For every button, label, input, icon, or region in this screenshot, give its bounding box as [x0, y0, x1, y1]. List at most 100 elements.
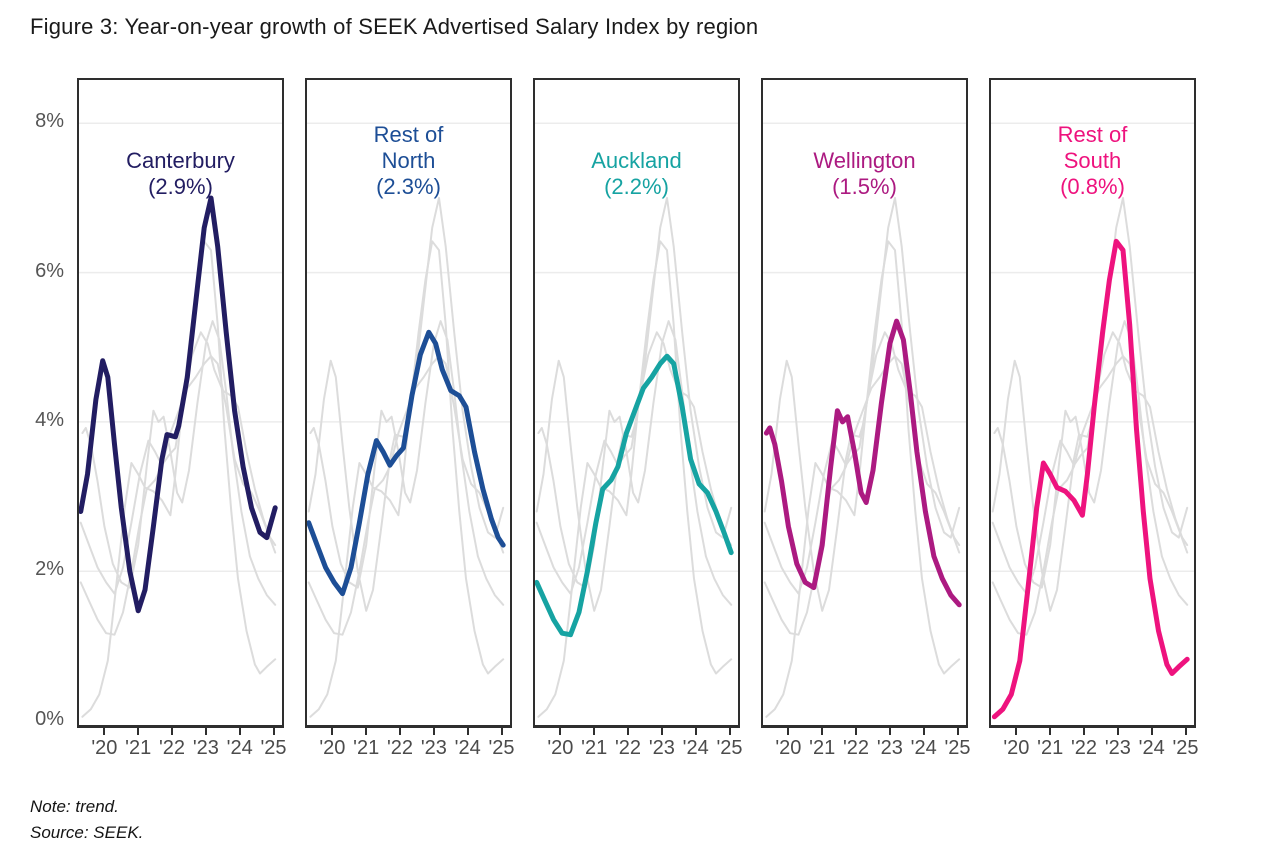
x-axis-label: '23 — [648, 737, 675, 759]
panel-auckland: Auckland (2.2%) — [533, 78, 740, 728]
x-axis-rest-of-south: '20 '21 '22 '23 '24 '25 — [989, 728, 1199, 770]
x-axis-label: '25 — [944, 737, 971, 759]
series-line-auckland — [535, 353, 734, 638]
tick-mark — [1150, 728, 1153, 735]
series-line-wellington — [763, 318, 962, 608]
x-axis-label: '22 — [386, 737, 414, 759]
x-axis-label: '24 — [226, 737, 253, 759]
y-axis-label: 2% — [35, 558, 64, 581]
x-axis-label: '23 — [192, 737, 219, 759]
x-axis-label: '21 — [1037, 737, 1064, 759]
panel-wellington: Wellington (1.5%) — [761, 78, 968, 728]
x-axis-label: '22 — [614, 737, 642, 759]
tick-mark — [888, 728, 891, 735]
x-axis-label: '25 — [1172, 737, 1199, 759]
y-axis-label: 0% — [35, 707, 64, 730]
tick-mark — [855, 728, 858, 735]
background-series-line-auckland — [79, 355, 277, 636]
tick-mark — [500, 728, 503, 735]
chart-panels: Canterbury (2.9%) '20'21'22'23'24'25 Rest o… — [77, 78, 1199, 759]
x-axis-auckland: '20 '21 '22 '23 '24 '25 — [533, 728, 743, 770]
x-axis-label: '24 — [1138, 737, 1165, 759]
y-axis-label: 4% — [35, 408, 64, 431]
x-axis-label: '24 — [910, 737, 937, 759]
x-axis-canterbury: '20 '21 '22 '23 '24 '25 — [77, 728, 287, 770]
panel-rest-of-south: Rest of South (0.8%) — [989, 78, 1196, 728]
panel-plot-canterbury — [79, 122, 282, 718]
tick-mark — [956, 728, 959, 735]
y-axis-label: 6% — [35, 259, 64, 282]
x-axis-label: '22 — [1070, 737, 1098, 759]
x-axis-label: '21 — [353, 737, 380, 759]
tick-mark — [694, 728, 697, 735]
x-axis-rest-of-north: '20 '21 '22 '23 '24 '25 — [305, 728, 515, 770]
panel-plot-wellington — [763, 122, 966, 718]
note-text: Note: trend. — [30, 797, 119, 816]
y-axis-label: 8% — [35, 110, 64, 133]
tick-mark — [399, 728, 402, 735]
x-axis-label: '20 — [91, 737, 118, 759]
background-series-line-wellington — [309, 320, 505, 606]
tick-mark — [559, 728, 562, 735]
panel-rest-of-north: Rest of North (2.3%) — [305, 78, 512, 728]
tick-mark — [103, 728, 106, 735]
panel-wrap-rest-of-north: Rest of North (2.3%) '20 '21 '22 '23 '24 '25 — [305, 78, 515, 759]
tick-mark — [137, 728, 140, 735]
tick-mark — [627, 728, 630, 735]
x-axis-label: '24 — [454, 737, 481, 759]
panel-plot-auckland — [535, 122, 738, 718]
tick-mark — [272, 728, 275, 735]
x-axis-label: '21 — [809, 737, 836, 759]
x-axis-label: '21 — [581, 737, 608, 759]
background-series-line-auckland — [307, 355, 505, 636]
x-axis-label: '23 — [1104, 737, 1131, 759]
tick-mark — [787, 728, 790, 735]
tick-mark — [1184, 728, 1187, 735]
tick-mark — [432, 728, 435, 735]
tick-mark — [922, 728, 925, 735]
tick-mark — [238, 728, 241, 735]
panel-wrap-rest-of-south: Rest of South (0.8%) '20 '21 '22 '23 '24 '25 — [989, 78, 1199, 759]
tick-mark — [171, 728, 174, 735]
panel-canterbury: Canterbury (2.9%) — [77, 78, 284, 728]
x-axis-label: '20 — [1003, 737, 1030, 759]
x-axis-label: '20 — [547, 737, 574, 759]
tick-mark — [660, 728, 663, 735]
figure-notes: Note: trend. Source: SEEK. — [30, 794, 143, 846]
background-series-line-wellington — [81, 320, 277, 606]
tick-mark — [1116, 728, 1119, 735]
tick-mark — [821, 728, 824, 735]
x-axis-label: '22 — [842, 737, 870, 759]
x-axis-label: '25 — [488, 737, 515, 759]
x-axis-label: '23 — [876, 737, 903, 759]
series-line-rest-of-south — [991, 238, 1190, 720]
x-axis-label: '25 — [260, 737, 287, 759]
source-text: Source: SEEK. — [30, 823, 144, 842]
panel-wrap-canterbury: Canterbury (2.9%) '20 '21 '22 '23 '24 '25 — [77, 78, 287, 759]
panel-wrap-wellington: Wellington (1.5%) '20 '21 '22 '23 '24 '25 — [761, 78, 971, 759]
panel-wrap-auckland: Auckland (2.2%) '20 '21 '22 '23 '24 '25 — [533, 78, 743, 759]
background-series-line-auckland — [763, 355, 961, 636]
tick-mark — [331, 728, 334, 735]
series-line-rest-of-north — [307, 329, 506, 597]
series-line-canterbury — [79, 195, 278, 614]
tick-mark — [728, 728, 731, 735]
tick-mark — [204, 728, 207, 735]
background-series-line-canterbury — [991, 197, 1189, 612]
x-axis-label: '25 — [716, 737, 743, 759]
background-series-line-canterbury — [535, 197, 733, 612]
tick-mark — [365, 728, 368, 735]
x-axis-label: '22 — [158, 737, 186, 759]
panel-plot-rest-of-south — [991, 122, 1194, 720]
tick-mark — [466, 728, 469, 735]
tick-mark — [1083, 728, 1086, 735]
x-axis-label: '24 — [682, 737, 709, 759]
tick-mark — [1015, 728, 1018, 735]
x-axis-label: '20 — [319, 737, 346, 759]
background-series-line-auckland — [991, 355, 1189, 636]
tick-mark — [593, 728, 596, 735]
x-axis-label: '21 — [125, 737, 152, 759]
background-series-line-canterbury — [763, 197, 961, 612]
x-axis-label: '23 — [420, 737, 447, 759]
tick-mark — [1049, 728, 1052, 735]
